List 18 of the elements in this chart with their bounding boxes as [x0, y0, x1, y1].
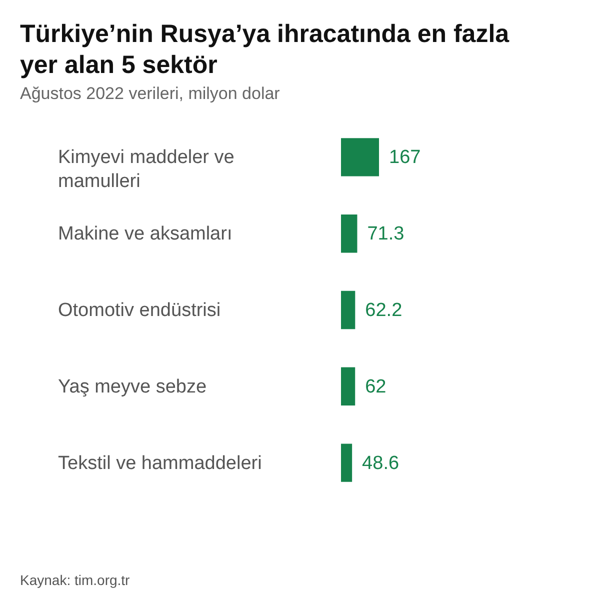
y-tick-label: Otomotiv endüstrisi	[58, 300, 221, 321]
text: Kaynak: tim.org.tr	[20, 572, 130, 588]
data-label: 62	[365, 376, 386, 398]
y-tick-label: Kimyevi maddeler ve mamulleri	[58, 147, 234, 192]
bar	[341, 214, 358, 253]
data-label: 48.6	[362, 452, 400, 474]
bar	[341, 444, 352, 482]
y-tick-label: Yaş meyve sebze	[58, 376, 207, 398]
y-tick-label: Makine ve aksamları	[58, 224, 232, 245]
data-label: 62.2	[365, 300, 402, 321]
y-tick-label: Tekstil ve hammaddeleri	[58, 452, 262, 474]
data-label: 167	[389, 147, 421, 168]
bar	[341, 290, 356, 330]
text: Ağustos 2022 verileri, milyon dolar	[20, 84, 280, 103]
data-label: 71.3	[367, 224, 404, 245]
bar	[341, 367, 356, 406]
chart-title: Türkiye’nin Rusya’ya ihracatında en fazla yer alan 5 sektör	[20, 20, 510, 79]
bar	[341, 138, 379, 176]
